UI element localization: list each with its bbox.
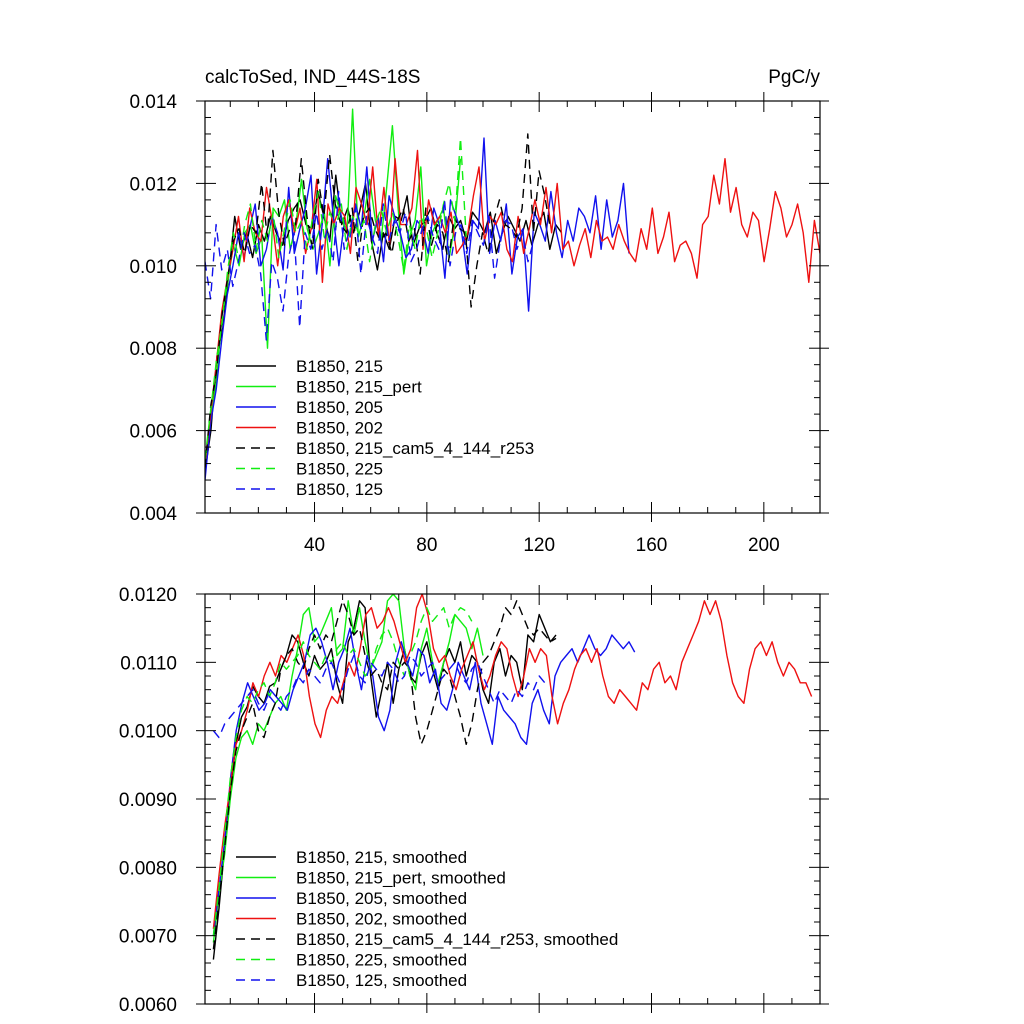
bottom-legend-label: B1850, 215, smoothed bbox=[296, 848, 467, 867]
bottom-legend-label: B1850, 202, smoothed bbox=[296, 910, 467, 929]
bottom-legend-label: B1850, 215_cam5_4_144_r253, smoothed bbox=[296, 930, 618, 949]
top-panel: 0.004 0.006 0.008 0.010 0.012 0.014 40 80 120 160… bbox=[129, 67, 829, 556]
bottom-legend: B1850, 215, smoothed B1850, 215_pert, smo… bbox=[236, 848, 618, 990]
bottom-y-tick-label: 0.0120 bbox=[119, 585, 177, 606]
top-legend-label: B1850, 205 bbox=[296, 398, 383, 417]
top-x-tick-label: 80 bbox=[416, 535, 437, 556]
bottom-legend-label: B1850, 215_pert, smoothed bbox=[296, 869, 506, 888]
top-legend-label: B1850, 202 bbox=[296, 419, 383, 438]
top-legend-label: B1850, 125 bbox=[296, 480, 383, 499]
top-series-line-b1850-125 bbox=[205, 190, 535, 341]
top-x-tick-label: 40 bbox=[304, 535, 325, 556]
bottom-y-tick-label: 0.0070 bbox=[119, 927, 177, 948]
top-y-tick-label: 0.004 bbox=[129, 504, 177, 525]
bottom-legend-label: B1850, 205, smoothed bbox=[296, 889, 467, 908]
top-plot-frame bbox=[204, 100, 821, 514]
bottom-series-line-b1850-215-cam5-4-144-r253-smoothed bbox=[212, 600, 557, 950]
top-x-tick-label: 120 bbox=[523, 535, 555, 556]
top-legend-label: B1850, 215_pert bbox=[296, 378, 422, 397]
bottom-legend-label: B1850, 225, smoothed bbox=[296, 951, 467, 970]
bottom-series-line-b1850-215-smoothed bbox=[212, 600, 557, 960]
top-series-group bbox=[205, 108, 820, 481]
units-label: PgC/y bbox=[768, 67, 820, 88]
bottom-panel: 0.0060 0.0070 0.0080 0.0090 0.0100 0.0110 0.01… bbox=[119, 585, 829, 1016]
bottom-ticks bbox=[196, 585, 829, 1013]
top-legend-label: B1850, 215_cam5_4_144_r253 bbox=[296, 439, 534, 458]
top-legend-label: B1850, 225 bbox=[296, 460, 383, 479]
bottom-series-line-b1850-202-smoothed bbox=[212, 594, 813, 929]
bottom-y-tick-label: 0.0080 bbox=[119, 858, 177, 879]
top-x-tick-label: 160 bbox=[636, 535, 668, 556]
top-y-tick-label: 0.006 bbox=[129, 422, 177, 443]
top-y-tick-label: 0.010 bbox=[129, 257, 177, 278]
bottom-series-group bbox=[212, 594, 813, 960]
bottom-legend-label: B1850, 125, smoothed bbox=[296, 971, 467, 990]
top-y-tick-label: 0.008 bbox=[129, 339, 177, 360]
top-x-tick-label: 200 bbox=[748, 535, 780, 556]
top-y-tick-label: 0.014 bbox=[129, 92, 177, 113]
bottom-series-line-b1850-225-smoothed bbox=[212, 607, 473, 936]
top-series-line-b1850-202 bbox=[205, 149, 820, 464]
bottom-y-tick-label: 0.0090 bbox=[119, 790, 177, 811]
bottom-y-tick-label: 0.0100 bbox=[119, 722, 177, 743]
top-series-line-b1850-215-cam5-4-144-r253 bbox=[205, 133, 552, 468]
chart-title: calcToSed, IND_44S-18S bbox=[205, 67, 420, 88]
bottom-y-tick-label: 0.0110 bbox=[120, 653, 177, 674]
top-y-tick-label: 0.012 bbox=[129, 174, 177, 195]
bottom-series-line-b1850-205-smoothed bbox=[212, 627, 636, 936]
top-ticks bbox=[196, 92, 829, 522]
top-legend-label: B1850, 215 bbox=[296, 357, 383, 376]
bottom-y-tick-label: 0.0060 bbox=[119, 995, 177, 1016]
